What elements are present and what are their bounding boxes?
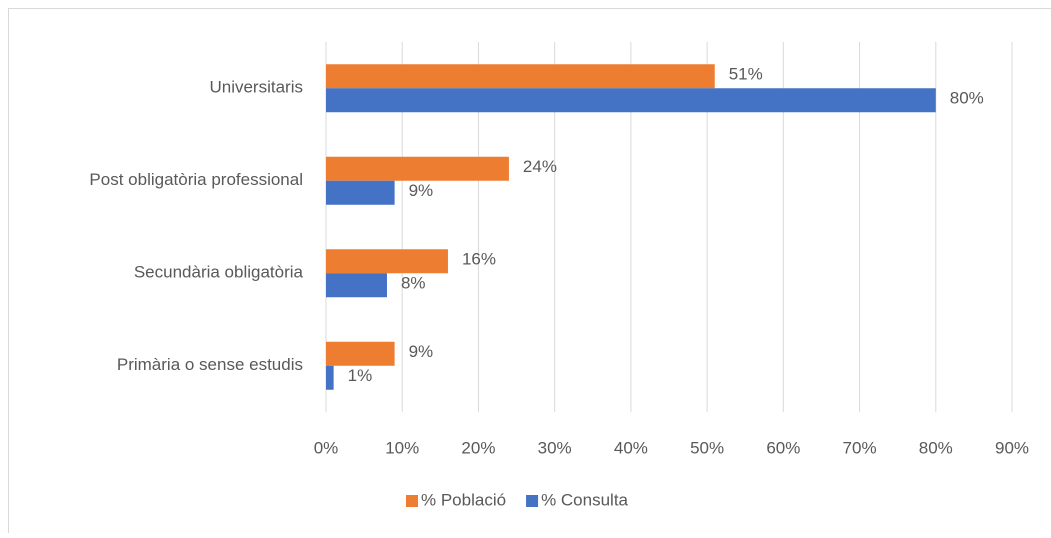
x-tick-label: 60% bbox=[766, 438, 800, 457]
x-tick-label: 20% bbox=[461, 438, 495, 457]
bar bbox=[326, 157, 509, 181]
value-label: 16% bbox=[462, 250, 496, 269]
bar bbox=[326, 366, 334, 390]
value-label: 24% bbox=[523, 157, 557, 176]
legend-swatch bbox=[406, 495, 418, 507]
y-tick-label: Post obligatòria professional bbox=[89, 170, 303, 189]
legend-label: % Consulta bbox=[541, 490, 628, 509]
value-label: 51% bbox=[729, 65, 763, 84]
legend-swatch bbox=[526, 495, 538, 507]
bar bbox=[326, 249, 448, 273]
bar bbox=[326, 342, 395, 366]
x-tick-label: 90% bbox=[995, 438, 1029, 457]
bar bbox=[326, 273, 387, 297]
x-tick-label: 70% bbox=[843, 438, 877, 457]
value-label: 80% bbox=[950, 89, 984, 108]
bar bbox=[326, 181, 395, 205]
x-tick-label: 80% bbox=[919, 438, 953, 457]
bar bbox=[326, 88, 936, 112]
x-tick-label: 0% bbox=[314, 438, 339, 457]
value-label: 8% bbox=[401, 274, 426, 293]
x-tick-label: 10% bbox=[385, 438, 419, 457]
value-label: 9% bbox=[409, 181, 434, 200]
value-label: 9% bbox=[409, 342, 434, 361]
x-tick-label: 50% bbox=[690, 438, 724, 457]
legend-label: % Població bbox=[421, 490, 506, 509]
x-tick-label: 30% bbox=[538, 438, 572, 457]
bar bbox=[326, 64, 715, 88]
y-tick-label: Universitaris bbox=[209, 78, 303, 97]
y-tick-label: Primària o sense estudis bbox=[117, 355, 303, 374]
y-tick-label: Secundària obligatòria bbox=[134, 263, 304, 282]
x-tick-label: 40% bbox=[614, 438, 648, 457]
value-label: 1% bbox=[348, 366, 373, 385]
